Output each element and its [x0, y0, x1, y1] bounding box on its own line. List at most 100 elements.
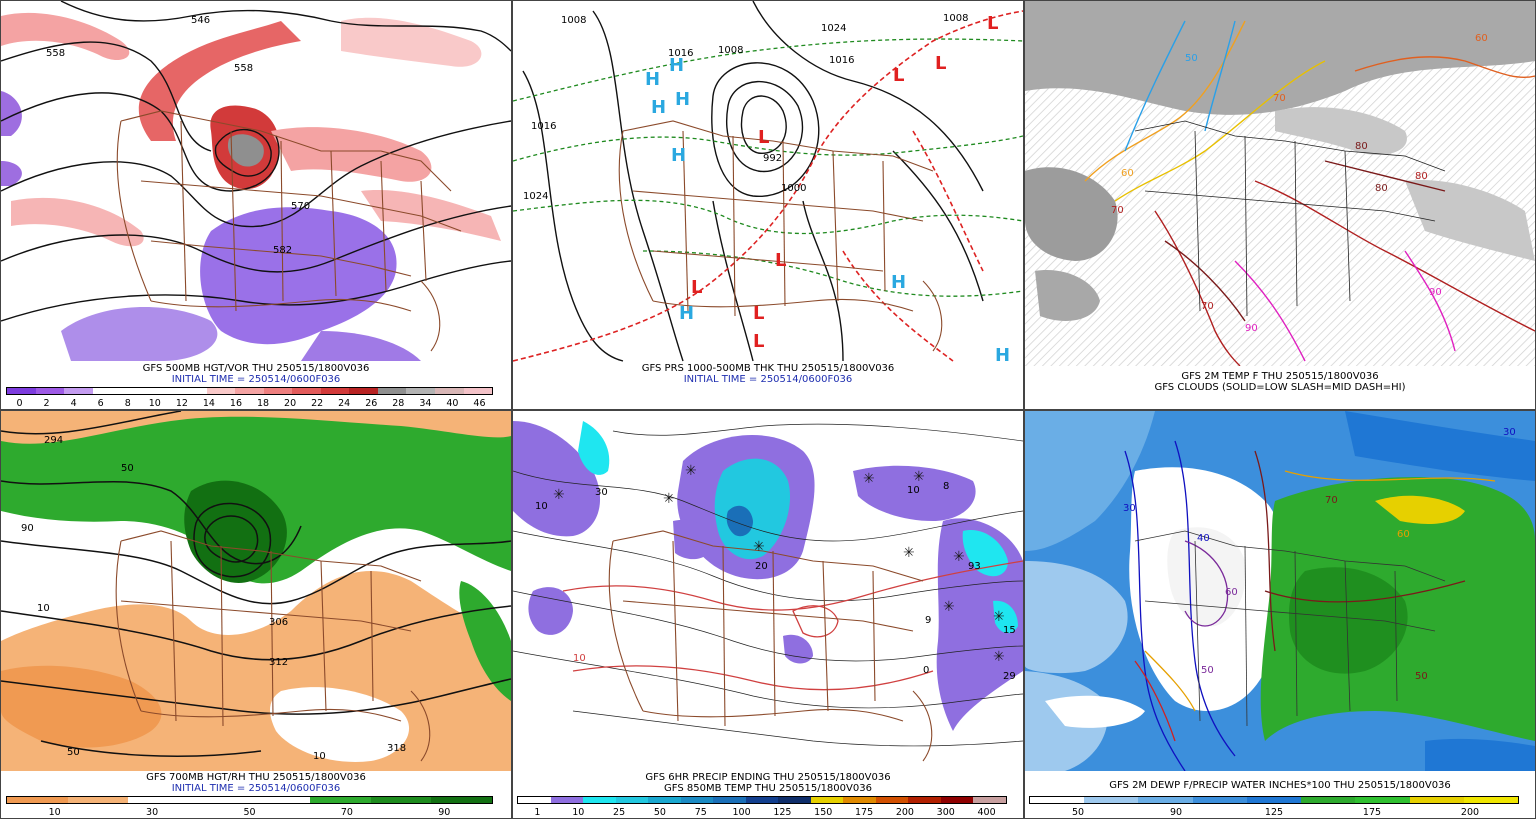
colorbar-segment: [1246, 797, 1302, 803]
panel-subtitle: INITIAL TIME = 250514/0600F036: [171, 783, 341, 794]
svg-text:✳: ✳: [903, 545, 915, 561]
colorbar-segment: [349, 388, 378, 394]
colorbar-tick-label: 175: [1362, 807, 1382, 818]
svg-text:9: 9: [925, 615, 931, 626]
colorbar-segment: [64, 388, 93, 394]
colorbar-segment: [370, 797, 432, 803]
svg-text:992: 992: [763, 153, 782, 164]
colorbar-segment: [875, 797, 909, 803]
colorbar-segment: [92, 388, 122, 394]
panel-subtitle: INITIAL TIME = 250514/0600F036: [171, 374, 341, 385]
colorbar-tick-label: 200: [895, 807, 914, 818]
colorbar-tick-label: 50: [243, 807, 256, 818]
map-700mb-relative-humidity: 294 306 312 318 10 50 90 50 10: [1, 411, 511, 771]
svg-text:60: 60: [1397, 529, 1410, 540]
svg-text:93: 93: [968, 561, 981, 572]
colorbar-tick-label: 2: [43, 398, 50, 409]
svg-text:90: 90: [1245, 323, 1258, 334]
svg-text:570: 570: [291, 201, 310, 212]
svg-text:✳: ✳: [753, 539, 765, 555]
svg-text:1024: 1024: [821, 23, 846, 34]
svg-text:L: L: [691, 277, 702, 298]
colorbar-tick-label: 100: [732, 807, 751, 818]
colorbar-segment: [431, 797, 492, 803]
svg-text:70: 70: [1325, 495, 1338, 506]
colorbar-segment: [128, 797, 189, 803]
map-6hr-precipitation: 30 10 20 93 15 29 8 0 9 10 10 ✳ ✳✳ ✳✳ ✳ ✳✳…: [513, 421, 1023, 762]
svg-text:1016: 1016: [829, 55, 854, 66]
colorbar-segment: [680, 797, 714, 803]
colorbar-tick-label: 50: [1071, 807, 1085, 818]
svg-text:1008: 1008: [718, 45, 743, 56]
svg-text:✳: ✳: [663, 491, 675, 507]
colorbar-tick-label: 1: [534, 807, 541, 818]
colorbar-segment: [178, 388, 207, 394]
isobar-labels: 1008 1024 1016 1016 1008 1008 1016 1024 …: [523, 13, 968, 202]
colorbar-tick-label: 10: [48, 807, 61, 818]
panel-title: GFS 2M TEMP F THU 250515/1800V036: [1181, 371, 1379, 382]
svg-text:✳: ✳: [993, 649, 1005, 665]
colorbar-tick-label: 28: [392, 398, 405, 409]
colorbar-segment: [434, 388, 464, 394]
colorbar-segment: [583, 797, 616, 803]
panel-subtitle: INITIAL TIME = 250514/0600F036: [683, 374, 853, 385]
temp-labels: 60 70 80 90 70 80 90 50 60 70 80: [1111, 33, 1488, 334]
colorbar-segment: [67, 797, 129, 803]
colorbar-tick-label: 30: [146, 807, 159, 818]
panel-dewpoint-precip-water: 30 40 50 60 70 30 50 60 GFS 2M DEWP F/PR…: [1024, 410, 1536, 819]
svg-text:558: 558: [234, 63, 253, 74]
colorbar-labels: 50 90 125 175 200: [1029, 807, 1519, 818]
svg-text:H: H: [675, 89, 690, 110]
colorbar-segment: [648, 797, 681, 803]
panel-title: GFS 700MB HGT/RH THU 250515/1800V036: [146, 772, 366, 783]
svg-text:50: 50: [1415, 671, 1428, 682]
colorbar-labels: 0 2 4 6 8 10 12 14 16 18 20 22 24 26 28 34 40 46: [6, 398, 493, 409]
colorbar-segment: [1301, 797, 1356, 803]
svg-text:80: 80: [1355, 141, 1368, 152]
colorbar-segment: [745, 797, 779, 803]
svg-text:L: L: [753, 303, 764, 324]
svg-text:✳: ✳: [953, 549, 965, 565]
svg-text:306: 306: [269, 617, 288, 628]
colorbar-segment: [1192, 797, 1247, 803]
colorbar-segment: [518, 797, 551, 803]
panel-title: GFS 6HR PRECIP ENDING THU 250515/1800V03…: [645, 772, 891, 783]
colorbar-segment: [121, 388, 150, 394]
panel-subtitle: GFS 850MB TEMP THU 250515/1800V036: [664, 783, 872, 794]
colorbar-segment: [778, 797, 811, 803]
svg-text:L: L: [893, 65, 904, 86]
colorbar-tick-label: 300: [936, 807, 955, 818]
colorbar-segment: [206, 388, 236, 394]
colorbar-labels: 1 10 25 50 75 100 125 150 175 200 300 400: [517, 807, 1007, 818]
svg-text:8: 8: [943, 481, 949, 492]
colorbar-segment: [1409, 797, 1464, 803]
colorbar-labels: 10 30 50 70 90: [6, 807, 493, 818]
contour-labels: 30 10 20 93 15 29 8 0 9 10 10: [535, 481, 1016, 682]
colorbar-segment: [843, 797, 876, 803]
svg-text:80: 80: [1375, 183, 1388, 194]
colorbar: [517, 796, 1007, 804]
svg-text:H: H: [669, 55, 684, 76]
colorbar-tick-label: 25: [613, 807, 626, 818]
svg-text:15: 15: [1003, 625, 1016, 636]
map-surface-pressure: 1008 1024 1016 1016 1008 1008 1016 1024 …: [513, 1, 1023, 366]
panel-500mb-hgt-vor: 546 558 558 570 582 GFS 500MB HGT/VOR TH…: [0, 0, 512, 410]
colorbar-tick-label: 40: [446, 398, 459, 409]
svg-text:30: 30: [595, 487, 608, 498]
colorbar-segment: [1463, 797, 1518, 803]
colorbar-tick-label: 8: [124, 398, 131, 409]
svg-text:60: 60: [1475, 33, 1488, 44]
colorbar-tick-label: 0: [16, 398, 23, 409]
colorbar-tick-label: 34: [419, 398, 432, 409]
contour-labels: 294 306 312 318 10 50 90 50 10: [21, 435, 406, 762]
colorbar-tick-label: 22: [311, 398, 324, 409]
colorbar-tick-label: 200: [1460, 807, 1480, 818]
colorbar-segment: [1084, 797, 1139, 803]
svg-text:50: 50: [1201, 665, 1214, 676]
colorbar-tick-label: 14: [202, 398, 215, 409]
colorbar-tick-label: 175: [855, 807, 874, 818]
svg-text:294: 294: [44, 435, 63, 446]
colorbar-segment: [292, 388, 321, 394]
svg-text:90: 90: [1429, 287, 1442, 298]
colorbar: [6, 796, 493, 804]
